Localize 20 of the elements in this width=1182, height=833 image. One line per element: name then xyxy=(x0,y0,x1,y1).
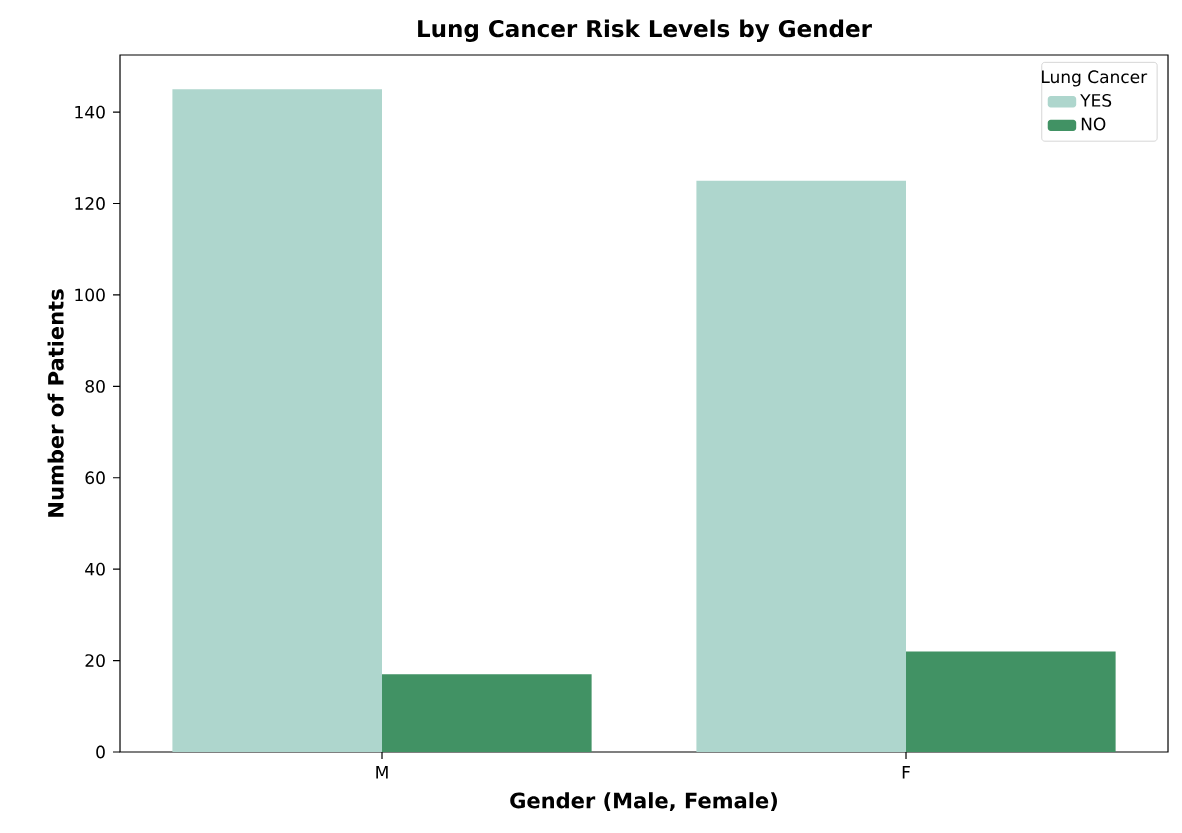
legend-title: Lung Cancer xyxy=(1042,70,1148,87)
legend-label: YES xyxy=(1080,93,1112,107)
y-tick-label: 140 xyxy=(75,105,105,119)
y-tick-label: 0 xyxy=(96,745,105,759)
y-axis-title: Number of Patients xyxy=(47,289,64,517)
y-tick-label: 20 xyxy=(85,654,105,668)
y-tick-label: 100 xyxy=(75,288,105,302)
y-tick-label: 80 xyxy=(85,379,105,393)
y-tick-label: 60 xyxy=(85,471,105,485)
bar xyxy=(382,674,592,752)
bar xyxy=(172,89,383,752)
bar xyxy=(906,651,1116,752)
x-axis-title: Gender (Male, Female) xyxy=(510,792,777,812)
x-tick-label: M xyxy=(376,766,388,779)
x-tick-label: F xyxy=(902,766,910,779)
bar xyxy=(696,180,907,752)
chart-title: Lung Cancer Risk Levels by Gender xyxy=(418,19,872,42)
y-tick-label: 40 xyxy=(85,562,105,576)
legend-label: NO xyxy=(1081,117,1106,131)
y-tick-label: 120 xyxy=(75,197,105,210)
